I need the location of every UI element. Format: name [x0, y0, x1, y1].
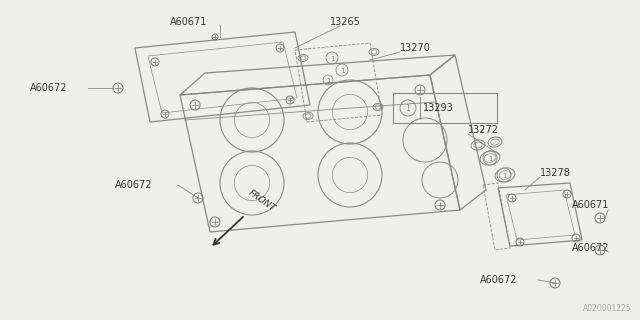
- Text: FRONT: FRONT: [247, 188, 277, 213]
- Text: 13272: 13272: [468, 125, 499, 135]
- Text: 13293: 13293: [423, 103, 454, 113]
- Text: 13278: 13278: [540, 168, 571, 178]
- Text: A60672: A60672: [30, 83, 67, 93]
- Text: 1: 1: [406, 104, 410, 113]
- Text: 13265: 13265: [330, 17, 361, 27]
- Text: 13270: 13270: [400, 43, 431, 53]
- Text: A60671: A60671: [170, 17, 207, 27]
- Text: A020001225: A020001225: [584, 304, 632, 313]
- Text: 1: 1: [340, 68, 344, 74]
- Text: A60672: A60672: [572, 243, 609, 253]
- Text: 1: 1: [502, 172, 506, 179]
- Text: 1: 1: [488, 156, 492, 162]
- Text: A60672: A60672: [480, 275, 518, 285]
- Text: A60671: A60671: [572, 200, 609, 210]
- Text: A60672: A60672: [115, 180, 152, 190]
- Text: 1: 1: [330, 55, 334, 61]
- Text: 1: 1: [326, 77, 330, 84]
